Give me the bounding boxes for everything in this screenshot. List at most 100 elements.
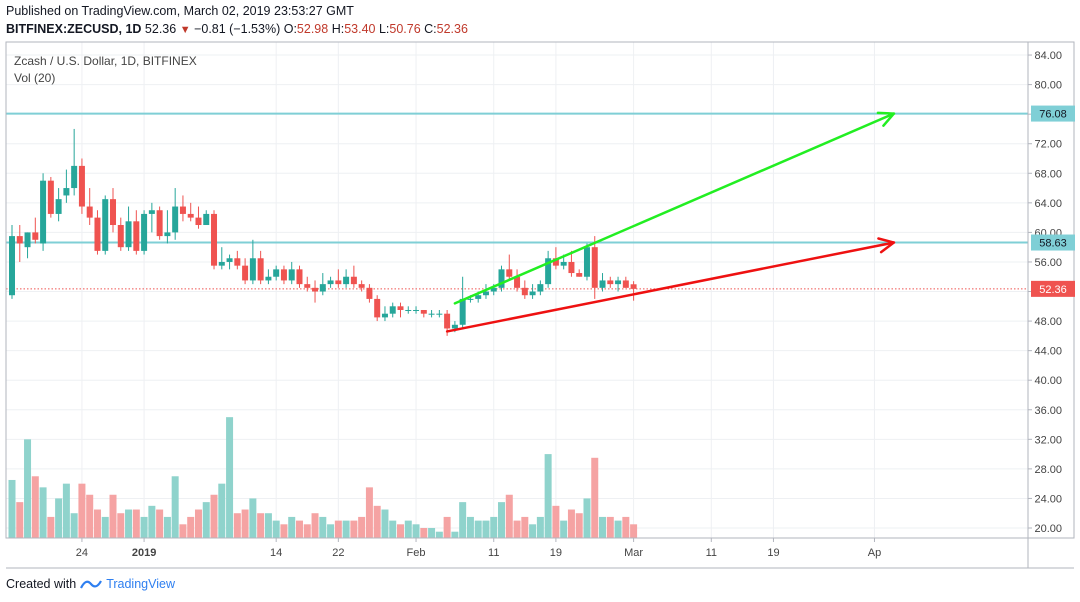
volume-bar-14 <box>117 513 125 538</box>
volume-bar-58 <box>459 502 467 538</box>
published-note: Published on TradingView.com, March 02, … <box>6 4 354 18</box>
trend-line-red <box>445 241 896 333</box>
low-value: 50.76 <box>389 22 421 36</box>
volume-bar-24 <box>194 509 202 538</box>
candles <box>9 128 637 336</box>
candle-body-68 <box>537 284 544 292</box>
last-price-badge-bg <box>1031 280 1075 297</box>
candle-body-61 <box>482 291 489 296</box>
volume-bar-13 <box>109 494 117 538</box>
candle-body-66 <box>521 287 528 296</box>
volume-bar-25 <box>202 502 210 538</box>
volume-bar-33 <box>264 513 272 538</box>
high-value: 53.40 <box>344 22 376 36</box>
candle-body-42 <box>335 280 342 285</box>
candle-body-45 <box>358 284 365 288</box>
candle-body-21 <box>172 206 179 233</box>
candle-body-17 <box>141 213 148 251</box>
volume-bar-10 <box>86 494 94 538</box>
volume-bar-62 <box>490 516 498 538</box>
candle-body-65 <box>514 276 521 288</box>
chart-frame <box>5 41 1075 569</box>
volume-bar-59 <box>466 516 474 538</box>
volume-bar-49 <box>389 520 397 538</box>
volume-bar-37 <box>295 520 303 538</box>
candle-body-24 <box>195 217 202 226</box>
candle-body-55 <box>436 313 443 315</box>
candle-body-5 <box>47 180 54 214</box>
tradingview-brand[interactable]: TradingView <box>106 577 175 591</box>
candle-body-9 <box>78 165 85 207</box>
volume-bar-2 <box>24 439 32 538</box>
candle-body-76 <box>599 280 606 288</box>
candle-body-54 <box>428 313 435 315</box>
x-tick-label-3: 22 <box>332 547 344 559</box>
candle-body-26 <box>211 213 218 266</box>
y-tick-label-9: 56.00 <box>1034 257 1062 269</box>
candle-body-73 <box>576 273 583 277</box>
candle-body-59 <box>467 298 474 300</box>
y-tick-label-16: 84.00 <box>1034 50 1062 62</box>
candle-body-46 <box>366 287 373 299</box>
candle-body-48 <box>381 313 388 318</box>
candle-body-15 <box>125 221 132 248</box>
volume-bar-79 <box>622 516 630 538</box>
volume-bar-32 <box>257 513 265 538</box>
candle-body-62 <box>490 287 497 292</box>
candle-body-43 <box>343 276 350 285</box>
volume-bar-15 <box>125 509 133 538</box>
volume-bar-78 <box>614 520 622 538</box>
volume-bar-34 <box>272 520 280 538</box>
candle-body-79 <box>622 280 629 288</box>
candle-body-11 <box>94 217 101 251</box>
open-label: O: <box>283 22 297 36</box>
down-triangle-icon: ▼ <box>179 24 191 36</box>
candle-body-27 <box>218 261 225 266</box>
candle-body-40 <box>319 284 326 292</box>
volume-bar-75 <box>591 457 599 538</box>
candle-body-10 <box>86 206 93 218</box>
candle-body-32 <box>257 258 264 281</box>
volume-bar-29 <box>233 513 241 538</box>
candle-body-28 <box>226 258 233 262</box>
volume-bar-27 <box>218 483 226 538</box>
volume-bar-66 <box>521 516 529 538</box>
trend-arrowhead-green <box>876 111 896 127</box>
volume-bar-54 <box>428 528 436 538</box>
x-tick-label-5: 11 <box>488 547 499 559</box>
low-label: L: <box>378 22 390 36</box>
volume-bar-38 <box>303 524 311 538</box>
candle-body-20 <box>164 232 171 237</box>
x-tick-label-8: 11 <box>706 547 717 559</box>
level-badge-1-bg <box>1031 234 1075 251</box>
candle-body-19 <box>156 210 163 237</box>
volume-bar-17 <box>140 516 148 538</box>
volume-bar-40 <box>319 516 327 538</box>
volume-bar-73 <box>575 513 583 538</box>
close-label: C: <box>424 22 437 36</box>
volume-bar-39 <box>311 513 319 538</box>
y-tick-label-5: 40.00 <box>1034 375 1062 387</box>
volume-bar-22 <box>179 524 187 538</box>
candle-body-71 <box>560 261 567 266</box>
volume-bar-69 <box>544 454 552 538</box>
volume-bar-71 <box>560 520 568 538</box>
candle-body-18 <box>148 210 155 214</box>
volume-bar-56 <box>443 516 451 538</box>
trend-arrowhead-red <box>877 237 896 254</box>
y-tick-label-11: 64.00 <box>1034 198 1062 210</box>
chart-grid <box>6 42 1028 538</box>
candle-body-56 <box>444 313 451 329</box>
volume-bar-80 <box>630 524 638 538</box>
volume-bar-12 <box>101 516 109 538</box>
candle-body-22 <box>179 206 186 214</box>
y-tick-label-4: 36.00 <box>1034 405 1062 417</box>
candle-body-0 <box>9 236 15 296</box>
candle-body-33 <box>265 276 272 281</box>
candle-body-2 <box>24 232 31 248</box>
candle-body-35 <box>280 269 287 281</box>
volume-bar-70 <box>552 505 560 538</box>
candle-body-51 <box>405 309 412 311</box>
symbol-label: BITFINEX:ZECUSD, 1D <box>6 22 142 36</box>
